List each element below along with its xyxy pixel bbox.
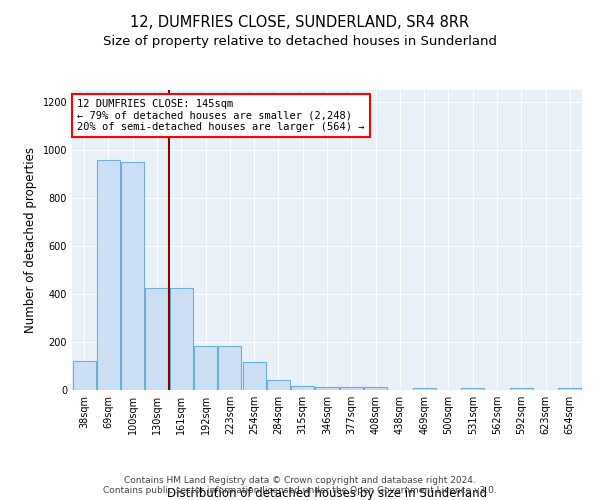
Bar: [340, 387, 363, 390]
Bar: [73, 361, 95, 390]
Bar: [461, 388, 484, 390]
X-axis label: Distribution of detached houses by size in Sunderland: Distribution of detached houses by size …: [167, 487, 487, 500]
Bar: [242, 362, 266, 390]
Bar: [267, 380, 290, 390]
Bar: [364, 387, 387, 390]
Bar: [510, 388, 533, 390]
Bar: [170, 288, 193, 390]
Text: Size of property relative to detached houses in Sunderland: Size of property relative to detached ho…: [103, 35, 497, 48]
Bar: [559, 388, 581, 390]
Bar: [413, 388, 436, 390]
Bar: [218, 346, 241, 390]
Bar: [145, 288, 169, 390]
Text: 12 DUMFRIES CLOSE: 145sqm
← 79% of detached houses are smaller (2,248)
20% of se: 12 DUMFRIES CLOSE: 145sqm ← 79% of detac…: [77, 99, 365, 132]
Bar: [316, 387, 338, 390]
Y-axis label: Number of detached properties: Number of detached properties: [24, 147, 37, 333]
Text: Contains HM Land Registry data © Crown copyright and database right 2024.
Contai: Contains HM Land Registry data © Crown c…: [103, 476, 497, 495]
Bar: [291, 386, 314, 390]
Bar: [97, 160, 120, 390]
Bar: [121, 162, 144, 390]
Text: 12, DUMFRIES CLOSE, SUNDERLAND, SR4 8RR: 12, DUMFRIES CLOSE, SUNDERLAND, SR4 8RR: [130, 15, 470, 30]
Bar: [194, 346, 217, 390]
